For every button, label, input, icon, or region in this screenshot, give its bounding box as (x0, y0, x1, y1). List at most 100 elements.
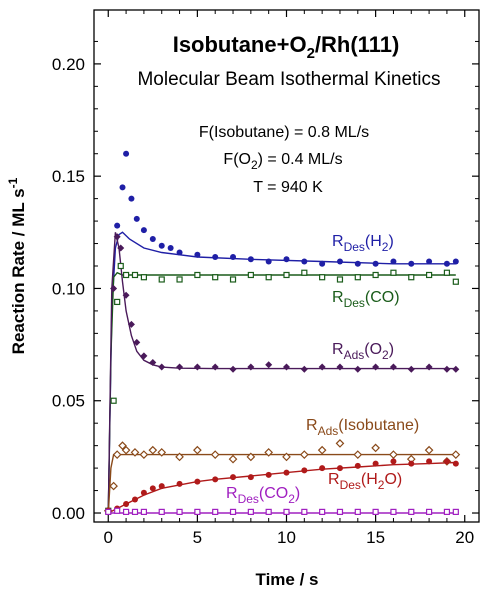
data-point-series-0 (230, 254, 237, 261)
data-point-series-5 (372, 508, 379, 515)
x-tick-label: 10 (277, 528, 296, 547)
axis-ticks: 0 5 10 15 20 0.00 0.05 0.10 0.15 0.20 (52, 10, 479, 547)
data-point-series-0 (426, 258, 433, 265)
data-point-series-1 (408, 274, 415, 281)
data-point-series-0 (319, 260, 326, 267)
data-point-series-0 (408, 260, 415, 267)
data-point-series-0 (390, 258, 397, 265)
series-label-rads-o2: RAds(O2) (332, 341, 394, 362)
data-point-series-4 (443, 458, 450, 465)
data-point-series-0 (283, 256, 290, 263)
data-point-series-3 (121, 445, 131, 455)
x-tick-label: 20 (455, 528, 474, 547)
data-point-series-5 (247, 508, 254, 515)
data-point-series-2 (117, 244, 125, 252)
data-point-series-1 (301, 269, 308, 276)
data-point-series-5 (194, 508, 201, 515)
data-point-series-3 (130, 448, 140, 457)
y-axis-title: Reaction Rate / ML s-1 (6, 177, 28, 354)
data-point-series-0 (372, 260, 379, 267)
data-point-series-5 (319, 508, 326, 515)
data-point-series-4 (176, 480, 183, 487)
data-point-series-4 (149, 485, 156, 492)
data-point-series-0 (133, 215, 140, 222)
data-point-series-3 (112, 450, 122, 459)
data-point-series-5 (114, 507, 121, 514)
y-tick-label: 0.05 (52, 392, 85, 411)
data-point-series-0 (452, 258, 459, 265)
data-point-series-2 (425, 363, 433, 371)
data-point-series-0 (123, 150, 130, 157)
data-point-series-1 (390, 269, 397, 276)
data-point-series-4 (354, 462, 361, 469)
data-point-series-0 (167, 245, 174, 252)
data-point-series-1 (247, 271, 254, 279)
fit-curves (107, 231, 456, 514)
data-point-series-0 (265, 258, 272, 265)
data-point-series-1 (443, 269, 451, 276)
data-point-series-4 (372, 460, 379, 467)
data-point-series-5 (158, 508, 165, 515)
x-tick-label: 0 (104, 528, 113, 547)
data-point-series-4 (408, 460, 415, 467)
data-points (103, 150, 461, 516)
data-point-series-2 (122, 291, 130, 299)
data-point-series-4 (123, 501, 130, 508)
series-label-rdes-h2o: RDes(H2O) (328, 471, 402, 492)
data-point-series-5 (425, 508, 433, 515)
data-point-series-3 (317, 445, 327, 455)
data-point-series-2 (452, 365, 460, 373)
data-point-series-5 (301, 508, 308, 515)
series-label-rdes-co2: RDes(CO2) (226, 485, 300, 506)
data-point-series-1 (425, 271, 433, 279)
data-point-series-5 (229, 508, 237, 515)
data-point-series-3 (246, 452, 256, 462)
data-point-series-0 (443, 260, 450, 267)
data-point-series-0 (149, 236, 156, 243)
data-point-series-5 (443, 508, 451, 515)
y-tick-label: 0.00 (52, 504, 85, 523)
data-point-series-0 (119, 184, 126, 191)
data-point-series-1 (372, 271, 379, 279)
data-point-series-1 (114, 298, 121, 306)
series-label-rads-isobutane: RAds(Isobutane) (306, 417, 419, 438)
data-point-series-3 (389, 450, 398, 459)
data-point-series-1 (319, 274, 326, 281)
data-point-series-2 (389, 363, 397, 371)
data-point-series-3 (118, 441, 127, 450)
y-tick-label: 0.10 (52, 279, 85, 298)
data-point-series-3 (193, 445, 202, 455)
data-point-series-5 (408, 508, 415, 515)
data-point-series-3 (353, 450, 363, 459)
data-point-series-4 (319, 465, 326, 472)
data-point-series-4 (336, 465, 343, 472)
data-point-series-3 (157, 448, 167, 457)
data-point-series-4 (158, 483, 165, 490)
data-point-series-2 (354, 365, 362, 373)
annotation-temperature: T = 940 K (253, 179, 323, 196)
data-point-series-4 (140, 489, 147, 496)
data-point-series-2 (133, 338, 141, 346)
series-label-rdes-co: RDes(CO) (332, 289, 400, 310)
x-axis-title: Time / s (256, 570, 319, 589)
annotation-flux-o2: F(O2) = 0.4 ML/s (223, 151, 342, 172)
data-point-series-2 (113, 233, 121, 241)
data-point-series-0 (158, 242, 165, 249)
data-point-series-3 (228, 454, 238, 464)
data-point-series-4 (390, 458, 397, 465)
data-point-series-0 (114, 222, 121, 229)
data-point-series-2 (127, 320, 135, 328)
data-point-series-4 (426, 458, 433, 465)
data-point-series-1 (140, 274, 148, 281)
data-point-series-0 (212, 254, 219, 261)
data-point-series-4 (131, 496, 138, 503)
data-point-series-0 (247, 256, 254, 263)
data-point-series-0 (336, 258, 343, 265)
data-point-series-2 (300, 365, 308, 373)
data-point-series-2 (193, 363, 201, 371)
data-point-series-1 (158, 276, 165, 283)
data-point-series-1 (265, 274, 272, 281)
data-point-series-2 (247, 363, 255, 371)
data-point-series-2 (229, 365, 237, 373)
